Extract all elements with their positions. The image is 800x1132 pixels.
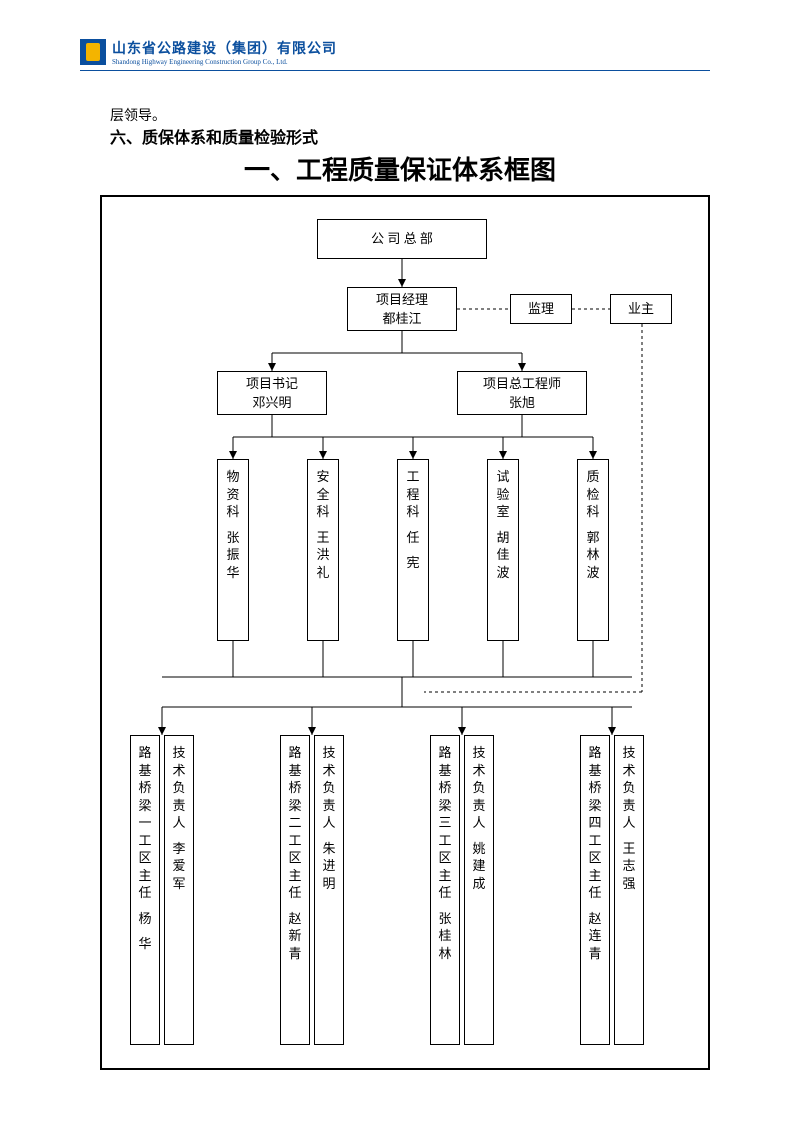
logo-icon — [80, 39, 106, 65]
node-supervisor: 监理 — [510, 294, 572, 324]
node-w2b: 技术负责人朱进明 — [314, 735, 344, 1045]
node-pm: 项目经理都桂江 — [347, 287, 457, 331]
node-sec: 项目书记邓兴明 — [217, 371, 327, 415]
node-w3b: 技术负责人姚建成 — [464, 735, 494, 1045]
node-hq: 公 司 总 部 — [317, 219, 487, 259]
node-w1b: 技术负责人李爱军 — [164, 735, 194, 1045]
node-w1a: 路基桥梁一工区主任杨华 — [130, 735, 160, 1045]
company-name-en: Shandong Highway Engineering Constructio… — [112, 58, 337, 66]
company-header: 山东省公路建设（集团）有限公司 Shandong Highway Enginee… — [80, 38, 337, 66]
node-eng: 项目总工程师张旭 — [457, 371, 587, 415]
node-d4: 试验室胡佳波 — [487, 459, 519, 641]
company-name-cn: 山东省公路建设（集团）有限公司 — [112, 38, 337, 58]
node-owner: 业主 — [610, 294, 672, 324]
company-name-block: 山东省公路建设（集团）有限公司 Shandong Highway Enginee… — [112, 38, 337, 66]
node-w4a: 路基桥梁四工区主任赵连青 — [580, 735, 610, 1045]
node-d3: 工程科任宪 — [397, 459, 429, 641]
node-d1: 物资科张振华 — [217, 459, 249, 641]
node-d2: 安全科王洪礼 — [307, 459, 339, 641]
node-w4b: 技术负责人王志强 — [614, 735, 644, 1045]
node-d5: 质检科郭林波 — [577, 459, 609, 641]
node-w3a: 路基桥梁三工区主任张桂林 — [430, 735, 460, 1045]
chart-frame: 公 司 总 部项目经理都桂江 监理 业主项目书记邓兴明 项目总工程师张旭物资科张振华 安… — [100, 195, 710, 1070]
chart-title: 一、工程质量保证体系框图 — [0, 150, 800, 187]
section-heading: 六、质保体系和质量检验形式 — [110, 124, 318, 148]
continuation-text: 层领导。 — [110, 105, 166, 125]
header-divider — [80, 70, 710, 71]
node-w2a: 路基桥梁二工区主任赵新青 — [280, 735, 310, 1045]
